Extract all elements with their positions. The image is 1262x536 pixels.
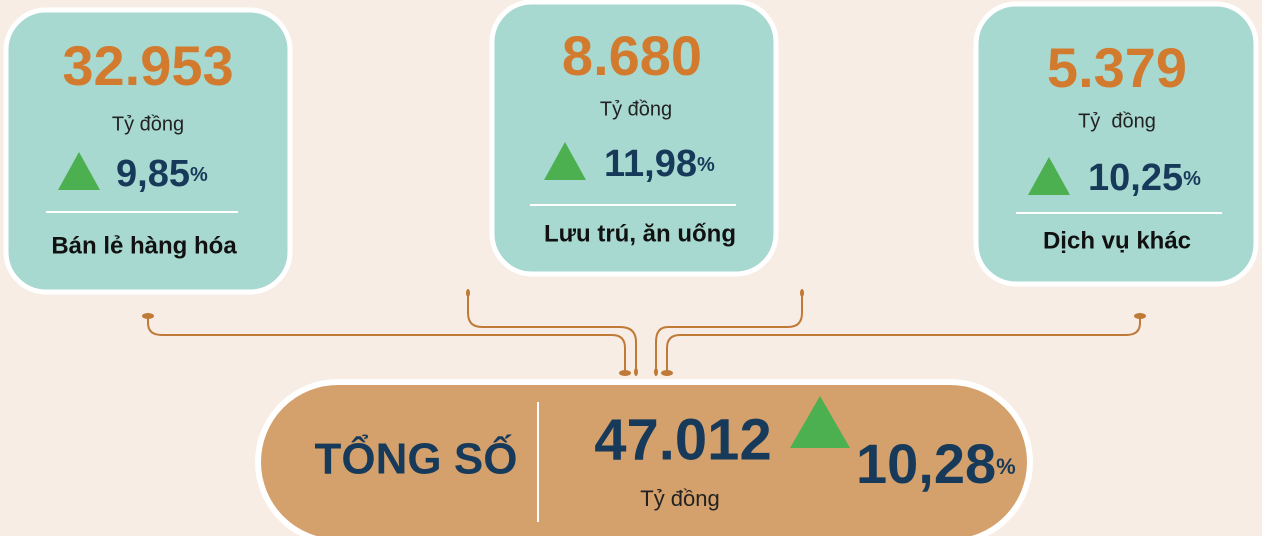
card-value: 8.680: [562, 24, 702, 87]
card-bg: [3, 7, 293, 295]
total-title: TỔNG SỐ: [315, 433, 518, 484]
connector-end: [619, 370, 631, 376]
connectors: [142, 289, 1146, 376]
percent-sign: %: [190, 164, 208, 186]
connector: [467, 292, 637, 372]
up-arrow: [58, 152, 100, 190]
total-unit: Tỷ đồng: [640, 486, 720, 511]
connector: [655, 292, 803, 372]
card-value: 32.953: [62, 34, 233, 97]
card-label: Bán lẻ hàng hóa: [51, 232, 237, 259]
change-value: 10,25: [1088, 157, 1183, 199]
connector-end: [1134, 313, 1146, 319]
change-value: 10,28: [856, 432, 996, 495]
connector: [147, 316, 626, 372]
connector-end: [142, 313, 154, 319]
total-panel: TỔNG SỐ 47.012 Tỷ đồng 10,28%: [255, 379, 1033, 536]
percent-sign: %: [996, 454, 1016, 479]
connector-end: [466, 289, 470, 297]
card-change: 11,98%: [604, 143, 715, 185]
card-change: 10,25%: [1088, 157, 1201, 199]
up-arrow: [1028, 157, 1070, 195]
card-label: Dịch vụ khác: [1043, 227, 1191, 254]
total-value: 47.012: [594, 407, 771, 472]
percent-sign: %: [1183, 168, 1201, 190]
connector-end: [634, 368, 638, 376]
card: 32.953 Tỷ đồng 9,85% Bán lẻ hàng hóa: [3, 7, 293, 295]
up-arrow: [790, 396, 850, 448]
connector-end: [661, 370, 673, 376]
up-arrow: [544, 142, 586, 180]
card-unit: Tỷ đồng: [600, 98, 672, 120]
card-value: 5.379: [1047, 36, 1187, 99]
card-change: 9,85%: [116, 153, 208, 195]
connector-end: [654, 368, 658, 376]
change-value: 11,98: [604, 143, 697, 185]
card: 8.680 Tỷ đồng 11,98% Lưu trú, ăn uống: [489, 0, 779, 277]
total-change: 10,28%: [856, 432, 1016, 495]
connector: [666, 316, 1141, 372]
card-unit: Tỷ đồng: [112, 113, 184, 135]
total-bg: [255, 379, 1033, 536]
connector-end: [800, 289, 804, 297]
card-label: Lưu trú, ăn uống: [544, 220, 736, 247]
change-value: 9,85: [116, 153, 190, 195]
card: 5.379 Tỷ đồng 10,25% Dịch vụ khác: [973, 1, 1259, 287]
percent-sign: %: [697, 154, 715, 176]
card-unit: Tỷ đồng: [1078, 110, 1156, 132]
